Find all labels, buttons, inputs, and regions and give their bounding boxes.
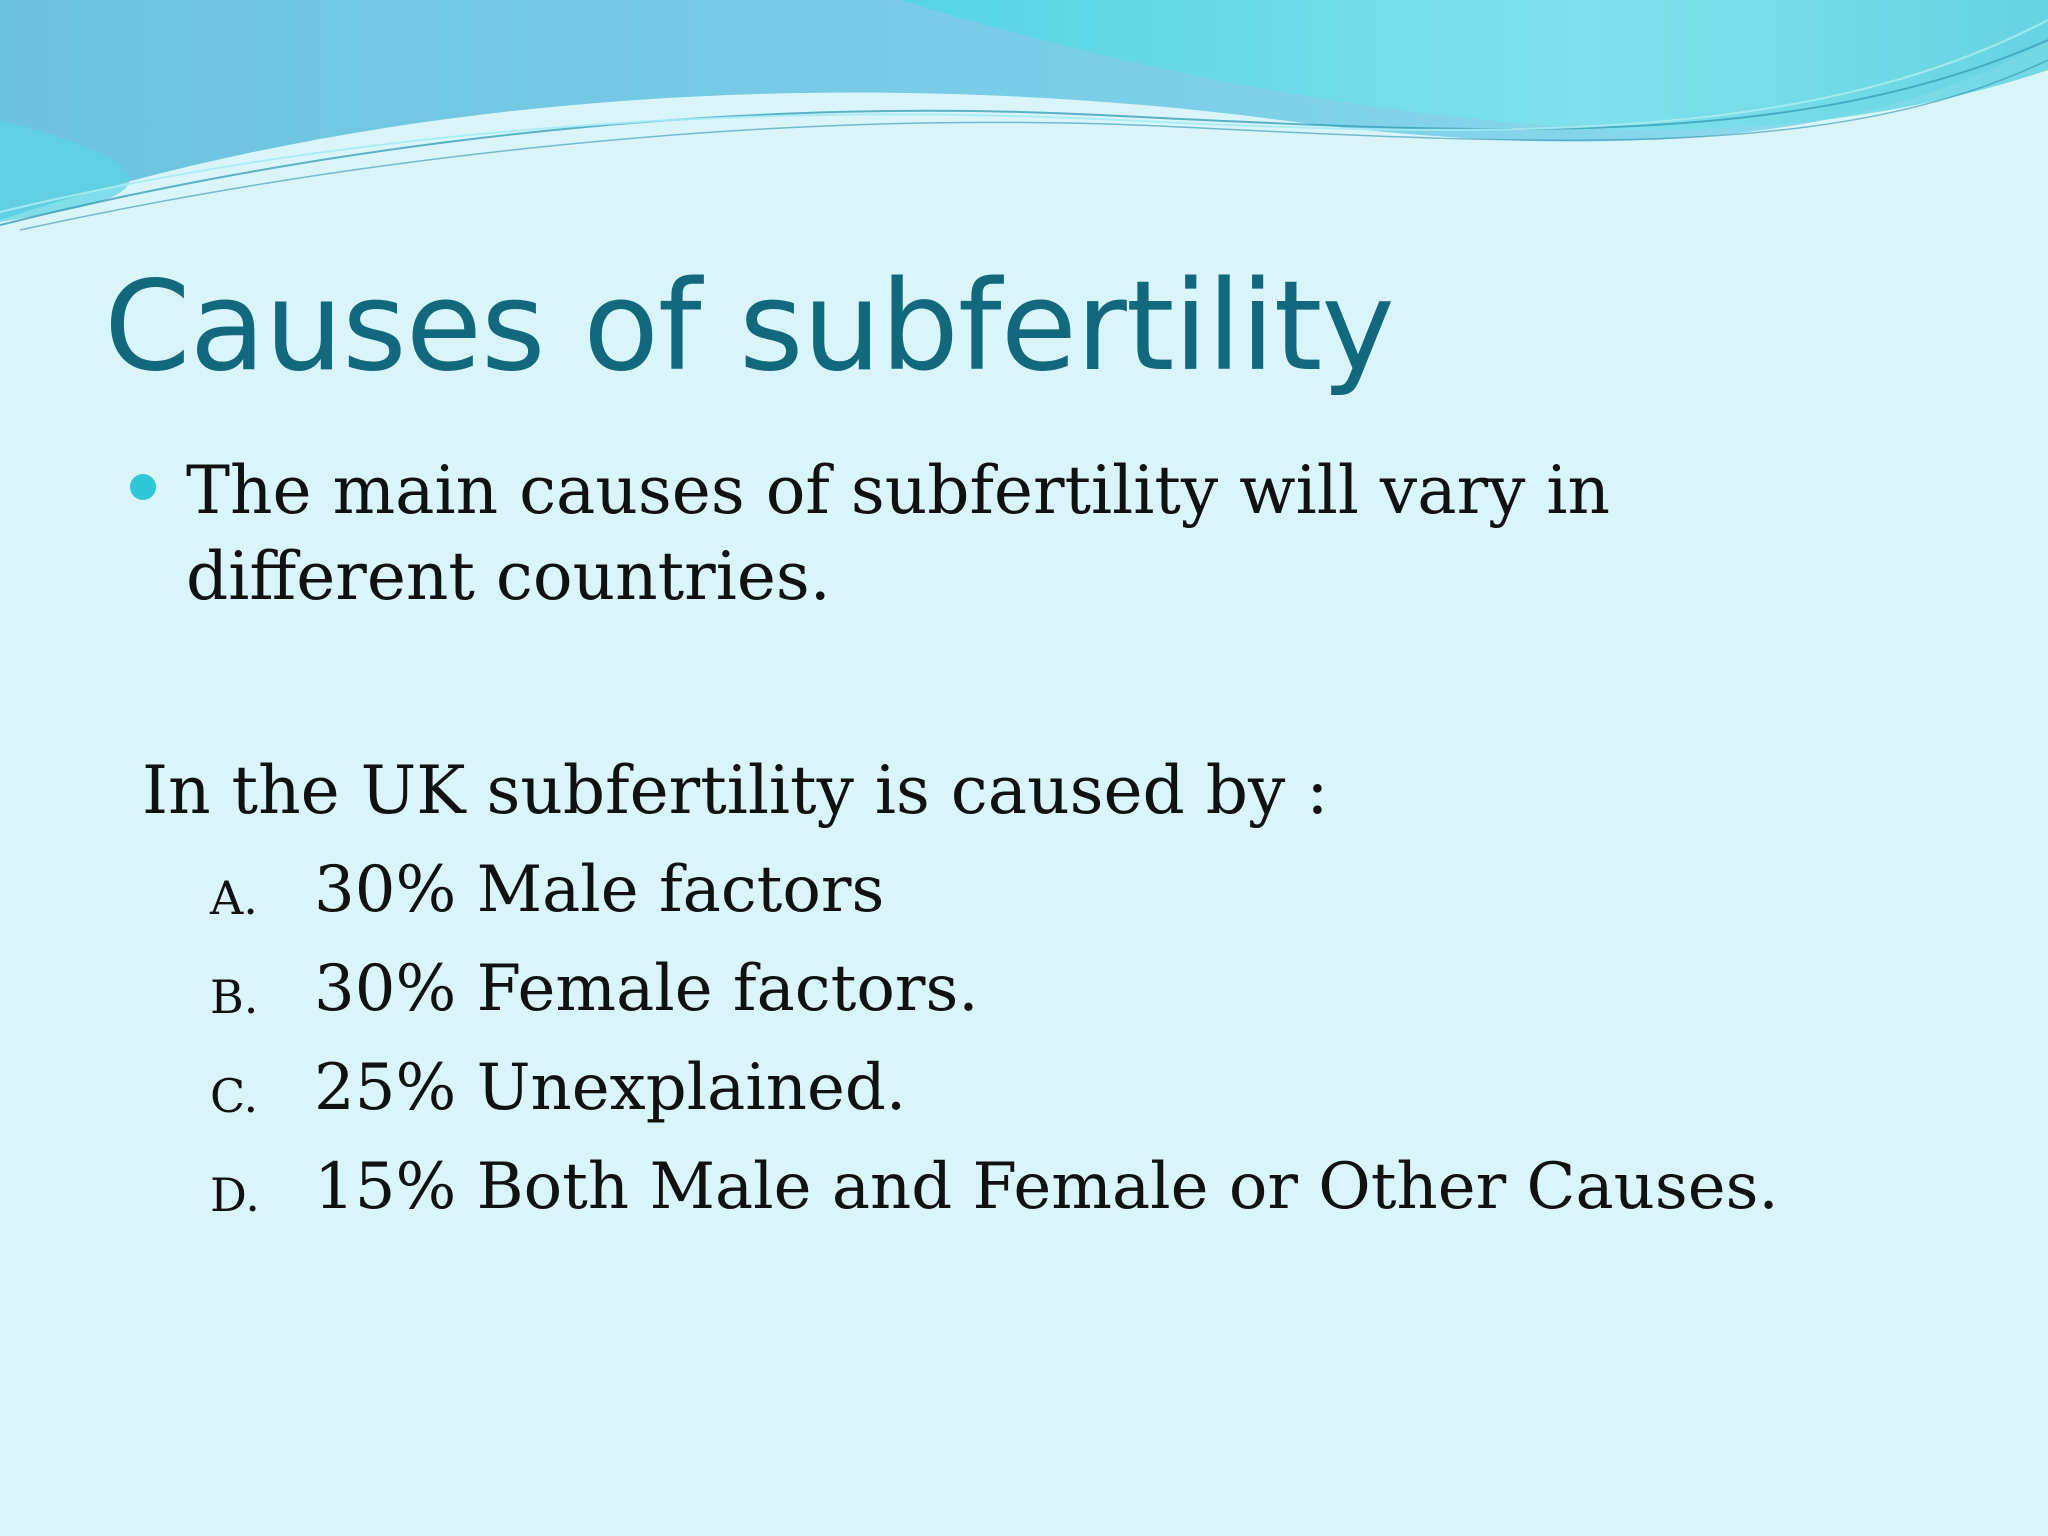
list-item-letter: A. xyxy=(210,871,258,925)
wave-band-left xyxy=(0,120,130,222)
wave-line-3 xyxy=(19,59,2048,231)
slide-title: Causes of subfertility xyxy=(104,255,1395,399)
list-item-letter: C. xyxy=(210,1069,259,1123)
list-item-text: 15% Both Male and Female or Other Causes… xyxy=(314,1150,1779,1224)
list-item-text: 25% Unexplained. xyxy=(314,1051,907,1125)
list-item-letter: B. xyxy=(210,970,259,1024)
bullet-text: The main causes of subfertility will var… xyxy=(186,452,1610,615)
wave-line-1 xyxy=(0,39,2048,226)
list-item-letter: D. xyxy=(210,1168,260,1222)
list-item-text: 30% Female factors. xyxy=(314,952,979,1026)
bullet-dot-icon xyxy=(130,474,156,500)
wave-line-2 xyxy=(0,19,2048,213)
decorative-wave-header xyxy=(0,0,2048,231)
wave-band-front xyxy=(900,0,2048,130)
list-item-text: 30% Male factors xyxy=(314,853,885,927)
intro-text: In the UK subfertility is caused by : xyxy=(142,752,1329,829)
